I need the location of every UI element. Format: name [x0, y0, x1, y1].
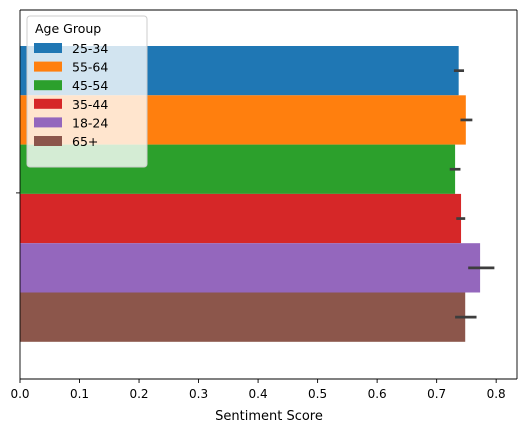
legend-swatch-65+ — [34, 136, 62, 146]
x-tick-label: 0.8 — [487, 387, 506, 401]
bar-65+ — [20, 292, 466, 342]
x-tick-label: 0.6 — [368, 387, 387, 401]
legend: Age Group 25-34 55-64 45-54 35-44 18-24 65+ — [26, 15, 148, 168]
legend-title: Age Group — [35, 21, 101, 36]
errorbars-group — [449, 69, 495, 319]
legend-label-55-64: 55-64 — [72, 60, 108, 75]
legend-frame — [26, 15, 148, 168]
bar-18-24 — [20, 243, 481, 293]
legend-label-45-54: 45-54 — [72, 78, 108, 93]
x-tick-label: 0.3 — [189, 387, 208, 401]
x-tick-label: 0.0 — [10, 387, 29, 401]
legend-swatch-25-34 — [34, 43, 62, 53]
axes-group: 0.0 0.1 0.2 0.3 0.4 0.5 0.6 0.7 0.8 — [10, 9, 518, 401]
legend-swatch-55-64 — [34, 61, 62, 72]
legend-label-18-24: 18-24 — [72, 115, 108, 130]
x-axis-label: Sentiment Score — [215, 409, 323, 424]
bars-group — [20, 46, 481, 342]
bar-35-44 — [20, 193, 462, 244]
legend-label-65+: 65+ — [72, 134, 98, 149]
x-tick-label: 0.2 — [129, 387, 148, 401]
x-tick-label: 0.7 — [427, 387, 446, 401]
x-tick-label: 0.1 — [70, 387, 89, 401]
legend-label-35-44: 35-44 — [72, 97, 108, 112]
legend-swatch-18-24 — [34, 117, 62, 128]
legend-label-25-34: 25-34 — [72, 41, 108, 56]
legend-swatch-45-54 — [34, 80, 62, 91]
x-tick-label: 0.5 — [308, 387, 327, 401]
legend-swatch-35-44 — [34, 98, 62, 109]
x-tick-label: 0.4 — [249, 387, 268, 401]
